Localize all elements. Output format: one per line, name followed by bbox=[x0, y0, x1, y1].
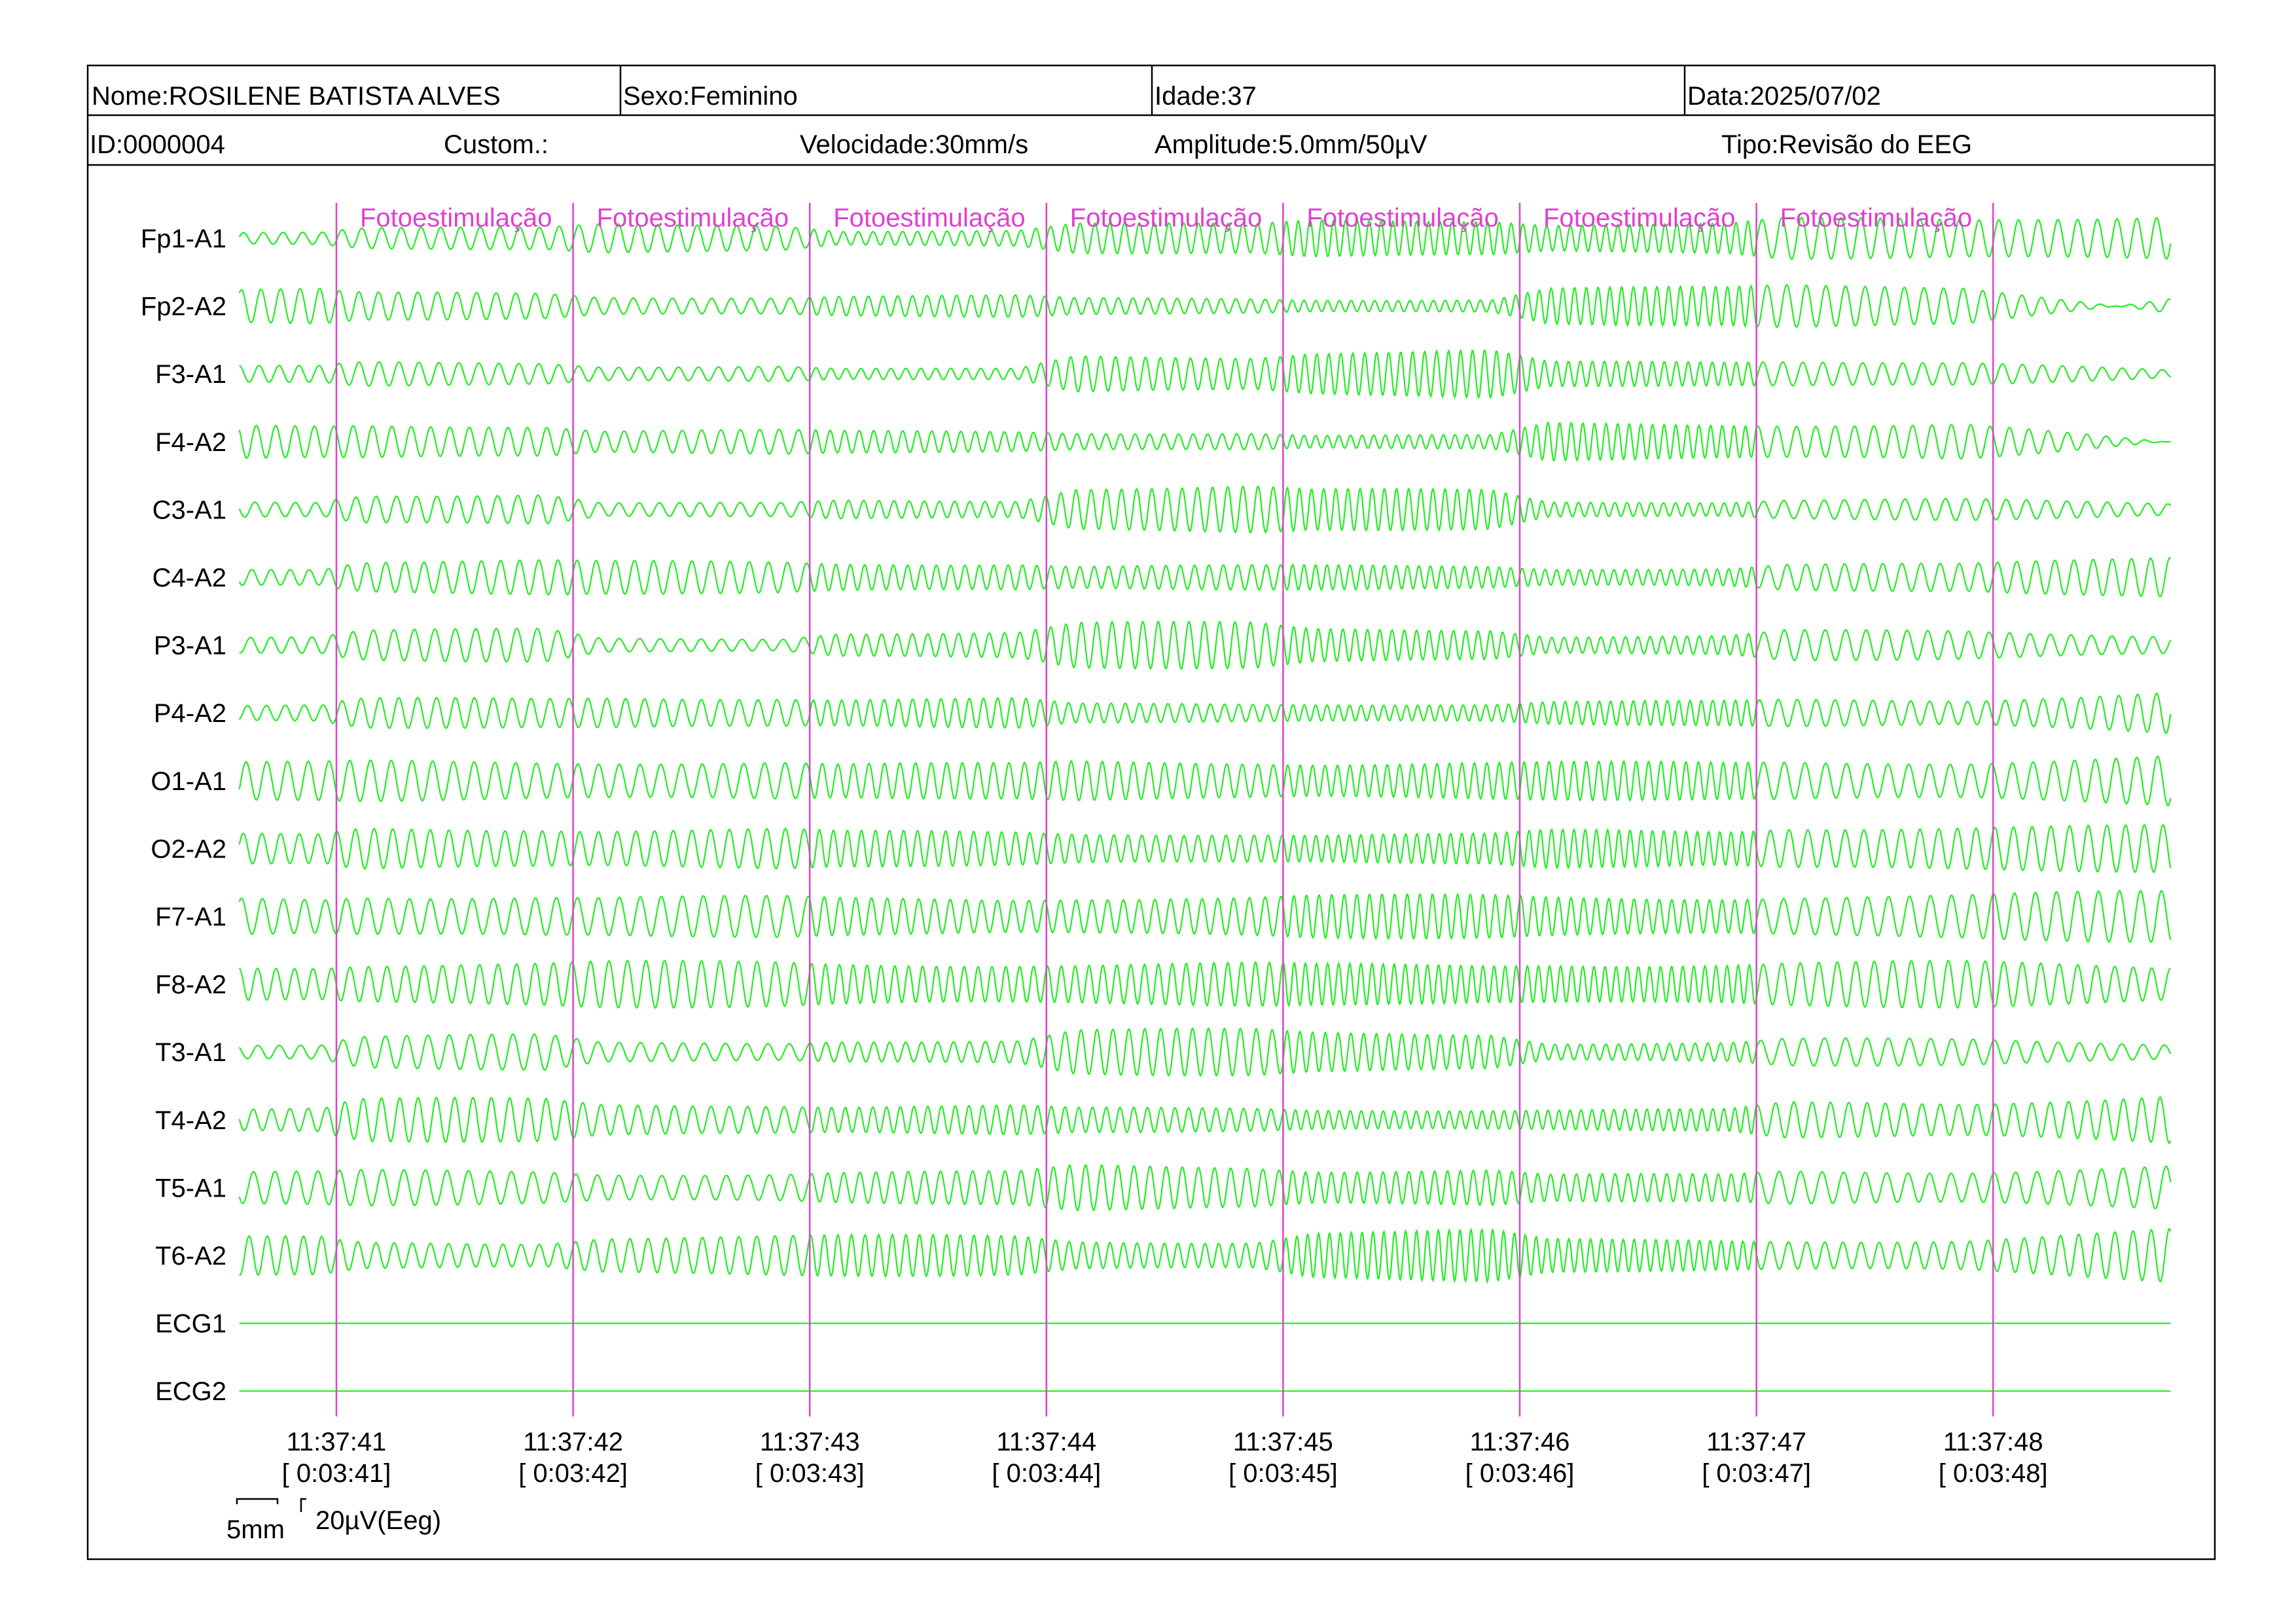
amplitude-scale-bracket bbox=[300, 1498, 306, 1512]
channel-label: ECG1 bbox=[155, 1310, 226, 1339]
scale-bar: 5mm 20µV(Eeg) bbox=[226, 1498, 441, 1544]
elapsed-tick-label: [ 0:03:45] bbox=[1229, 1459, 1338, 1488]
eeg-trace bbox=[238, 283, 2172, 329]
eeg-trace bbox=[239, 1227, 2172, 1284]
patient-age: Idade:37 bbox=[1155, 82, 1257, 111]
eeg-traces bbox=[238, 216, 2172, 1392]
patient-name: Nome:ROSILENE BATISTA ALVES bbox=[92, 82, 501, 111]
channel-labels: Fp1-A1 Fp2-A2 F3-A1 F4-A2 C3-A1 C4-A2 P3-A1 P4-… bbox=[141, 225, 226, 1406]
time-axis: 11:37:41 [ 0:03:41] 11:37:42 [ 0:03:42] 11:3… bbox=[282, 1428, 2048, 1488]
elapsed-tick-label: [ 0:03:46] bbox=[1465, 1459, 1575, 1488]
eeg-trace bbox=[238, 1164, 2172, 1212]
eeg-trace bbox=[238, 823, 2172, 874]
eeg-trace bbox=[238, 1096, 2172, 1144]
channel-label: T5-A1 bbox=[155, 1174, 226, 1202]
channel-label: Fp1-A1 bbox=[141, 225, 226, 253]
elapsed-tick-label: [ 0:03:43] bbox=[755, 1459, 865, 1488]
stimulation-event-label: Fotoestimulação bbox=[1543, 204, 1735, 232]
channel-label: T6-A2 bbox=[155, 1242, 226, 1271]
eeg-trace bbox=[238, 1027, 2172, 1077]
stimulation-event-label: Fotoestimulação bbox=[833, 204, 1025, 232]
photic-markers: Fotoestimulação Fotoestimulação Fotoestimu… bbox=[335, 203, 1994, 1416]
stimulation-event-label: Fotoestimulação bbox=[1780, 204, 1972, 232]
time-scale-label: 5mm bbox=[226, 1515, 285, 1544]
record-id: ID:0000004 bbox=[90, 130, 225, 159]
channel-label: T4-A2 bbox=[155, 1106, 226, 1135]
eeg-trace bbox=[239, 349, 2172, 399]
eeg-trace bbox=[239, 620, 2172, 670]
time-tick-label: 11:37:48 bbox=[1943, 1428, 2043, 1456]
amplitude-setting: Amplitude:5.0mm/50µV bbox=[1155, 130, 1427, 159]
elapsed-tick-label: [ 0:03:47] bbox=[1702, 1459, 1811, 1488]
channel-label: C3-A1 bbox=[152, 496, 226, 524]
eeg-trace bbox=[238, 485, 2172, 534]
time-tick-label: 11:37:44 bbox=[996, 1428, 1096, 1456]
channel-label: F7-A1 bbox=[155, 903, 226, 931]
channel-label: C4-A2 bbox=[152, 564, 226, 592]
amplitude-scale-label: 20µV(Eeg) bbox=[315, 1506, 441, 1535]
elapsed-tick-label: [ 0:03:48] bbox=[1939, 1459, 2048, 1488]
channel-label: F3-A1 bbox=[155, 360, 226, 389]
custom-field: Custom.: bbox=[444, 130, 548, 159]
time-scale-bracket bbox=[236, 1498, 279, 1504]
channel-label: ECG2 bbox=[155, 1377, 226, 1406]
channel-label: Fp2-A2 bbox=[141, 293, 226, 321]
channel-label: O2-A2 bbox=[151, 835, 226, 863]
record-type: Tipo:Revisão do EEG bbox=[1721, 130, 1972, 159]
time-tick-label: 11:37:43 bbox=[760, 1428, 860, 1456]
stimulation-event-label: Fotoestimulação bbox=[1306, 204, 1498, 232]
elapsed-tick-label: [ 0:03:44] bbox=[992, 1459, 1101, 1488]
eeg-trace bbox=[238, 755, 2172, 806]
eeg-trace bbox=[238, 556, 2172, 598]
channel-label: F8-A2 bbox=[155, 971, 226, 1000]
time-tick-label: 11:37:41 bbox=[287, 1428, 387, 1456]
time-tick-label: 11:37:46 bbox=[1470, 1428, 1570, 1456]
patient-sex: Sexo:Feminino bbox=[623, 82, 798, 111]
time-tick-label: 11:37:47 bbox=[1706, 1428, 1806, 1456]
stimulation-event-label: Fotoestimulação bbox=[360, 204, 552, 232]
channel-label: O1-A1 bbox=[151, 767, 226, 796]
stimulation-event-label: Fotoestimulação bbox=[597, 204, 789, 232]
elapsed-tick-label: [ 0:03:42] bbox=[518, 1459, 628, 1488]
eeg-trace bbox=[238, 216, 2172, 261]
channel-label: F4-A2 bbox=[155, 428, 226, 457]
time-tick-label: 11:37:42 bbox=[523, 1428, 623, 1456]
stimulation-event-label: Fotoestimulação bbox=[1070, 204, 1262, 232]
elapsed-tick-label: [ 0:03:41] bbox=[282, 1459, 391, 1488]
eeg-trace bbox=[238, 421, 2171, 462]
eeg-trace bbox=[238, 890, 2172, 943]
channel-label: P3-A1 bbox=[154, 632, 226, 660]
channel-label: P4-A2 bbox=[154, 699, 226, 728]
report-frame bbox=[86, 64, 2216, 1561]
time-tick-label: 11:37:45 bbox=[1233, 1428, 1333, 1456]
eeg-trace bbox=[238, 692, 2172, 734]
eeg-trace bbox=[238, 959, 2171, 1009]
paper-speed: Velocidade:30mm/s bbox=[800, 130, 1028, 159]
channel-label: T3-A1 bbox=[155, 1038, 226, 1067]
record-date: Data:2025/07/02 bbox=[1687, 82, 1881, 111]
